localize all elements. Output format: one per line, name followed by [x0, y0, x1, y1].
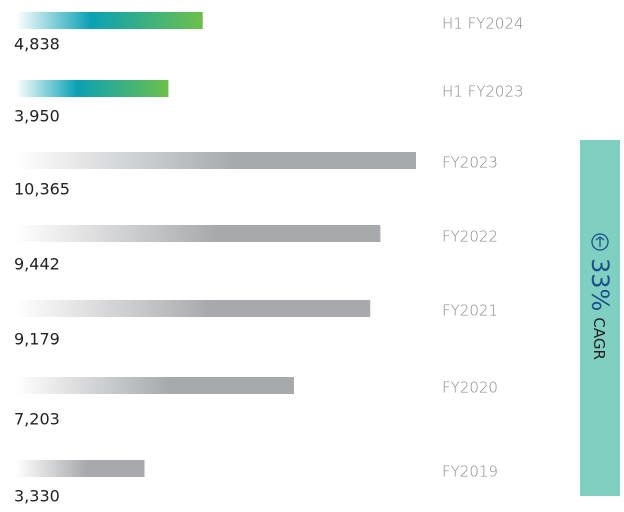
bar — [16, 152, 416, 169]
value-label: 9,442 — [14, 255, 60, 274]
category-label: FY2022 — [442, 228, 498, 246]
value-label: 9,179 — [14, 330, 60, 349]
up-arrow — [595, 236, 605, 247]
up-icon — [591, 233, 609, 251]
cagr-group: 33% CAGR — [586, 233, 614, 360]
bar — [16, 12, 203, 29]
category-label: FY2023 — [442, 154, 498, 172]
cagr-label: CAGR — [591, 317, 609, 360]
value-label: 3,330 — [14, 487, 60, 506]
cagr-text: 33% CAGR — [586, 258, 614, 360]
cagr-value: 33% — [586, 258, 614, 311]
value-label: 10,365 — [14, 180, 70, 199]
category-label: H1 FY2023 — [442, 83, 524, 101]
bar — [16, 80, 169, 97]
category-label: FY2021 — [442, 302, 498, 320]
value-label: 4,838 — [14, 35, 60, 54]
category-label: FY2019 — [442, 463, 498, 481]
cagr-box — [580, 140, 620, 496]
value-label: 3,950 — [14, 107, 60, 126]
bar — [16, 225, 381, 242]
bar — [16, 300, 371, 317]
category-label: H1 FY2024 — [442, 15, 524, 33]
value-label: 7,203 — [14, 410, 60, 429]
bar — [16, 377, 294, 394]
category-label: FY2020 — [442, 379, 498, 397]
bar — [16, 460, 145, 477]
